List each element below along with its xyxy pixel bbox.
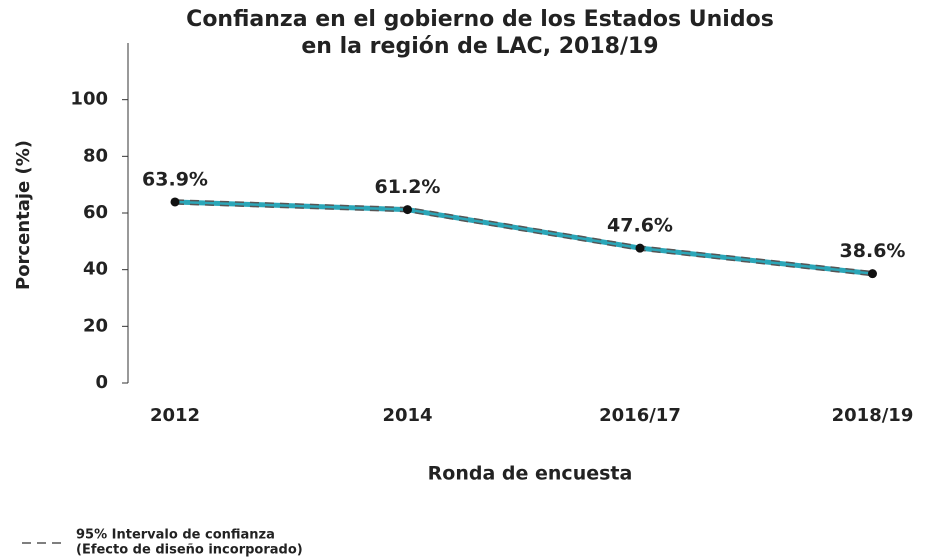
data-label: 61.2% [375,176,441,198]
data-point [403,205,412,215]
x-tick-label: 2018/19 [832,405,914,426]
y-tick-label: 40 [83,259,108,280]
data-label: 63.9% [142,168,208,190]
data-label: 38.6% [840,240,906,262]
data-point [635,243,645,253]
y-tick-label: 0 [95,372,108,393]
x-tick-label: 2014 [382,405,432,426]
y-tick-label: 20 [83,315,108,336]
legend-label: 95% Intervalo de confianza [76,528,275,543]
data-point [170,197,180,207]
x-axis-label: Ronda de encuesta [428,463,633,485]
x-tick-label: 2012 [150,405,200,426]
confidence-line [174,199,873,273]
y-tick-label: 100 [70,89,108,110]
y-tick-label: 80 [83,145,108,166]
data-label: 47.6% [607,215,673,237]
legend-label: (Efecto de diseño incorporado) [76,543,303,558]
data-point [868,269,877,279]
chart-title: en la región de LAC, 2018/19 [301,34,658,59]
series-line [174,199,873,277]
x-tick-label: 2016/17 [599,405,681,426]
chart-title: Confianza en el gobierno de los Estados … [186,7,774,32]
confidence-line [174,203,873,277]
y-axis-label: Porcentaje (%) [13,140,34,290]
y-tick-label: 60 [83,202,108,223]
